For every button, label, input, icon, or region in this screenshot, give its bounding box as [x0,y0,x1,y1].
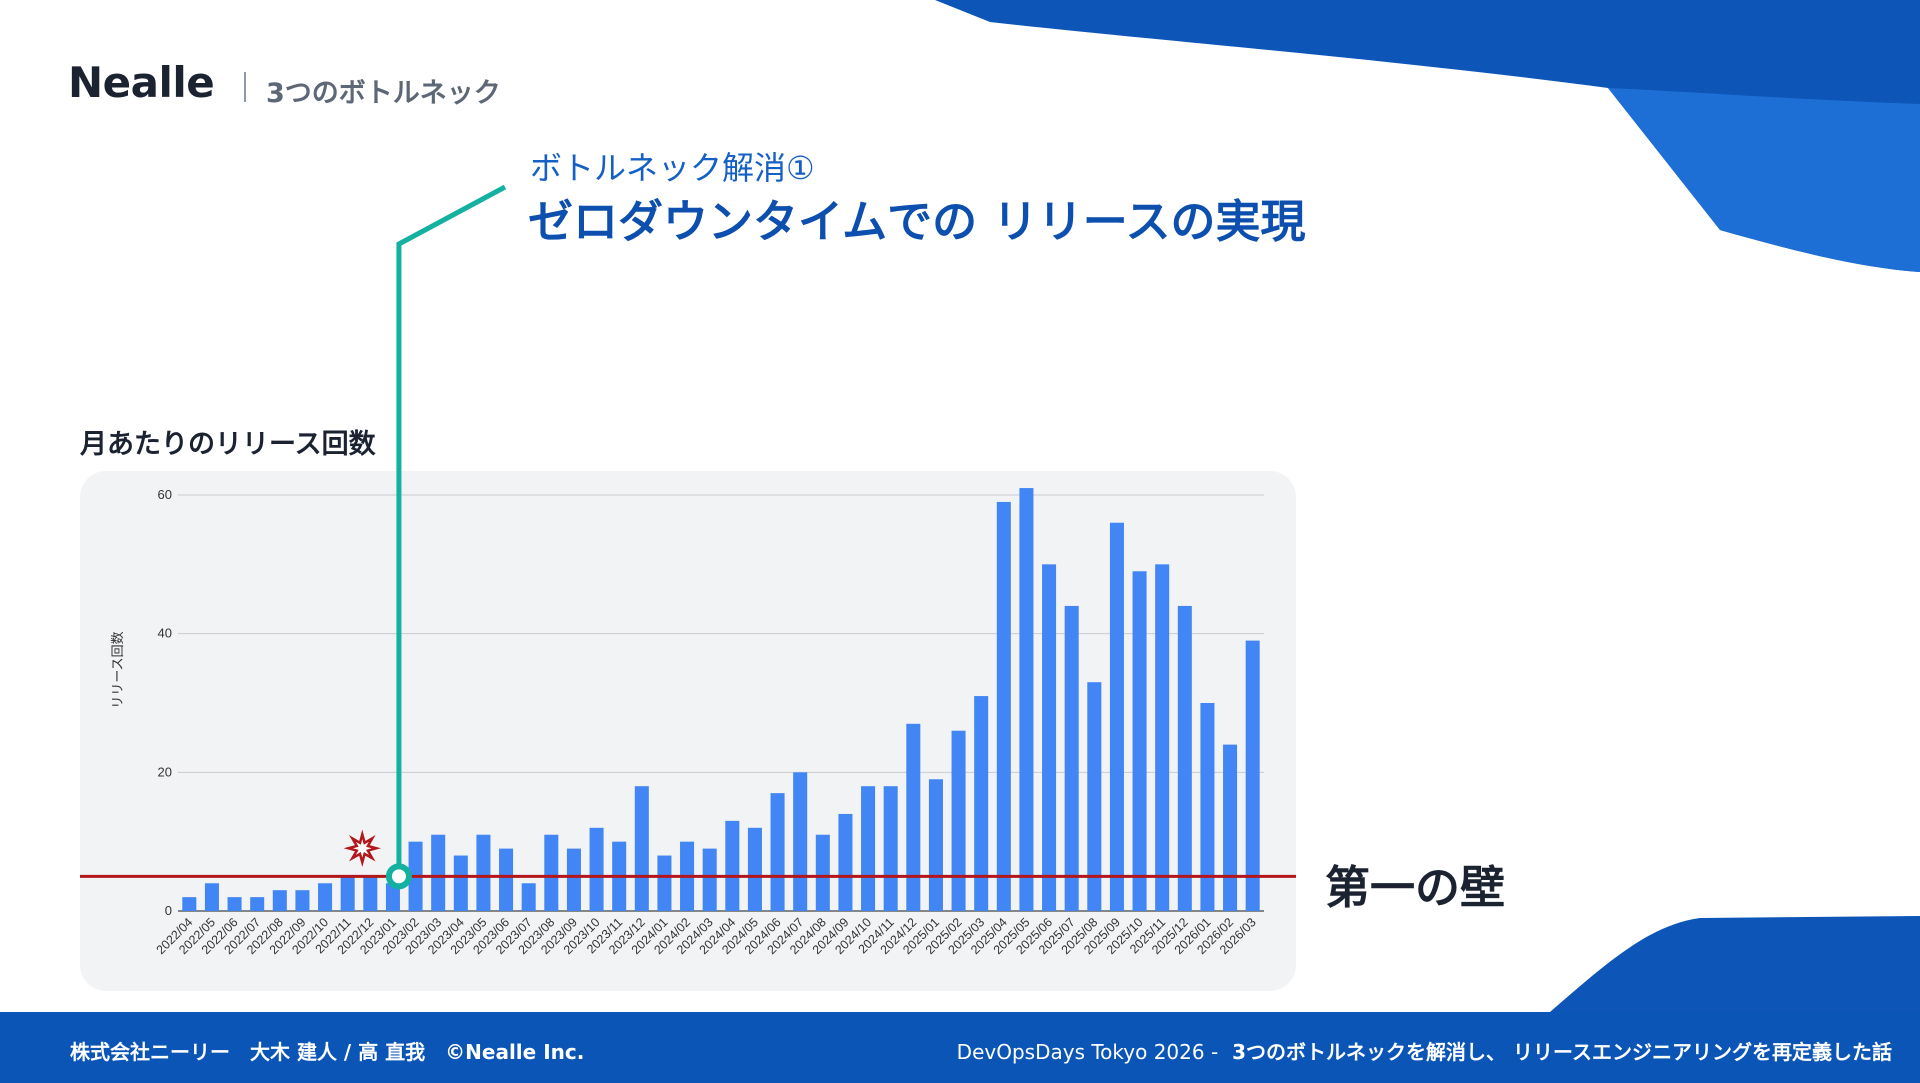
bar [204,883,219,911]
bar [747,827,762,911]
bar [928,779,943,911]
bar [1223,744,1238,911]
chart-heading: 月あたりのリリース回数 [80,429,376,460]
bar [793,772,808,911]
grid-lines [178,494,1264,912]
bar [1019,488,1034,911]
bar [1087,682,1102,911]
first-wall-label: 第一の壁 [1325,861,1506,914]
bar [815,834,830,911]
footer-talk: DevOpsDays Tokyo 2026 - 3つのボトルネックを解消し、 リ… [957,1036,1892,1065]
y-tick-label: 0 [165,903,172,918]
bar [725,820,740,911]
bar [521,883,536,911]
callout-subtitle: ボトルネック解消① [530,149,815,187]
bar [996,501,1011,911]
bar [499,848,514,911]
bar [476,834,491,911]
section-title: 3つのボトルネック [266,78,501,109]
company-logo: Nealle [68,58,215,107]
bar [227,897,242,911]
bar [883,786,898,911]
bar [182,897,197,911]
explosion-icon [343,829,382,868]
callout-connector [396,184,507,867]
header-divider [244,72,246,102]
footer-talk-title: 3つのボトルネックを解消し、 リリースエンジニアリングを再定義した話 [1232,1040,1892,1064]
y-tick-label: 20 [158,764,172,779]
bar [974,696,989,911]
y-tick-label: 60 [158,487,172,502]
y-tick-label: 40 [158,626,172,641]
y-tick-labels: 0 20 40 60 [158,487,172,918]
bar [770,793,785,911]
bar [861,786,876,911]
bars [182,488,1260,911]
bar [906,723,921,911]
top-right-wave-accent [1608,88,1920,272]
bar [838,813,853,911]
bar [1177,605,1192,911]
bar [1132,571,1147,911]
x-tick-labels: 2022/042022/052022/062022/072022/082022/… [154,915,1259,957]
bar [657,855,672,911]
bar [340,876,355,911]
bar [589,827,604,911]
bar [318,883,333,911]
callout-title: ゼロダウンタイムでの リリースの実現 [528,195,1306,248]
bar [453,855,468,911]
bar [1064,605,1079,911]
bar [363,876,378,911]
top-right-wave [935,0,1920,272]
footer-event: DevOpsDays Tokyo 2026 - [956,1040,1219,1064]
bar [431,834,446,911]
bar [566,848,581,911]
bar [295,890,310,911]
bottom-right-wave [1550,916,1920,1012]
bar [634,786,649,911]
bar [951,730,966,911]
ring-icon [385,863,412,890]
bar [1200,703,1215,911]
bar [1109,522,1124,911]
bar [702,848,717,911]
bar [385,883,400,911]
bar [272,890,287,911]
bar [1245,640,1260,911]
bar [1042,564,1057,911]
bar [250,897,265,911]
bar [1155,564,1170,911]
bar [544,834,559,911]
y-axis-label: リリース回数 [110,631,125,708]
footer-bar [0,1012,1920,1083]
footer-credit: 株式会社ニーリー 大木 建人 / 高 直我 ©Nealle Inc. [70,1040,585,1064]
